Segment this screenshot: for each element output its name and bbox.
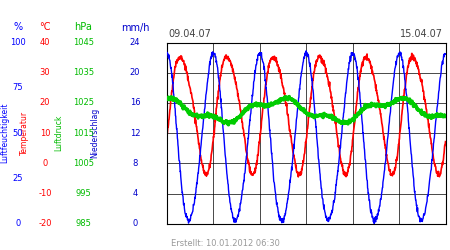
- Text: -10: -10: [38, 189, 52, 198]
- Text: 10: 10: [40, 129, 50, 138]
- Text: 12: 12: [130, 129, 140, 138]
- Text: Luftdruck: Luftdruck: [54, 115, 63, 151]
- Text: 1025: 1025: [73, 98, 94, 108]
- Text: 15.04.07: 15.04.07: [400, 29, 443, 39]
- Text: 16: 16: [130, 98, 140, 108]
- Text: hPa: hPa: [74, 22, 92, 32]
- Text: °C: °C: [39, 22, 51, 32]
- Text: mm/h: mm/h: [121, 22, 149, 32]
- Text: 100: 100: [10, 38, 26, 47]
- Text: 1035: 1035: [73, 68, 94, 77]
- Text: 09.04.07: 09.04.07: [169, 29, 212, 39]
- Text: 0: 0: [42, 159, 48, 168]
- Text: 995: 995: [76, 189, 91, 198]
- Text: 0: 0: [132, 219, 138, 228]
- Text: 4: 4: [132, 189, 138, 198]
- Text: -20: -20: [38, 219, 52, 228]
- Text: 1015: 1015: [73, 129, 94, 138]
- Text: 0: 0: [15, 219, 21, 228]
- Text: 985: 985: [75, 219, 91, 228]
- Text: 40: 40: [40, 38, 50, 47]
- Text: 8: 8: [132, 159, 138, 168]
- Text: 1045: 1045: [73, 38, 94, 47]
- Text: 20: 20: [130, 68, 140, 77]
- Text: Erstellt: 10.01.2012 06:30: Erstellt: 10.01.2012 06:30: [171, 238, 280, 248]
- Text: Luftfeuchtigkeit: Luftfeuchtigkeit: [0, 103, 9, 164]
- Text: Niederschlag: Niederschlag: [90, 108, 99, 158]
- Text: 25: 25: [13, 174, 23, 183]
- Text: 20: 20: [40, 98, 50, 108]
- Text: 50: 50: [13, 129, 23, 138]
- Text: %: %: [14, 22, 22, 32]
- Text: 30: 30: [40, 68, 50, 77]
- Text: 1005: 1005: [73, 159, 94, 168]
- Text: 24: 24: [130, 38, 140, 47]
- Text: Temperatur: Temperatur: [20, 111, 29, 155]
- Text: 75: 75: [13, 83, 23, 92]
